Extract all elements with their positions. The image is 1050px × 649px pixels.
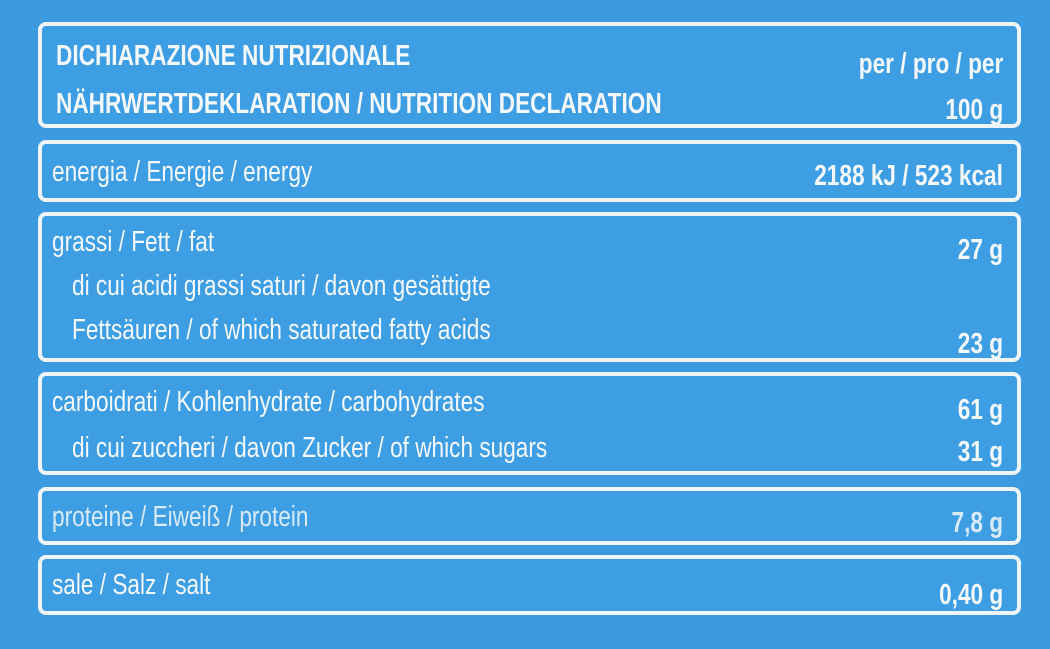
salt-box: sale / Salz / salt 0,40 g [38,555,1021,615]
protein-box: proteine / Eiweiß / protein 7,8 g [38,487,1021,545]
saturated-value: 23 g [957,328,1003,360]
fat-value: 27 g [957,234,1003,266]
per-line1: per / pro / per [858,48,1003,80]
carbs-box: carboidrati / Kohlenhydrate / carbohydra… [38,372,1021,475]
salt-label: sale / Salz / salt [52,569,211,601]
protein-value: 7,8 g [951,507,1003,539]
header-box: DICHIARAZIONE NUTRIZIONALE NÄHRWERTDEKLA… [38,22,1021,128]
energy-box: energia / Energie / energy 2188 kJ / 523… [38,140,1021,202]
saturated-label-line2: Fettsäuren / of which saturated fatty ac… [72,314,491,346]
saturated-label-line1: di cui acidi grassi saturi / davon gesät… [72,270,491,302]
energy-label: energia / Energie / energy [52,156,313,188]
energy-value: 2188 kJ / 523 kcal [814,160,1003,192]
per-line2: 100 g [945,94,1003,126]
carbs-label: carboidrati / Kohlenhydrate / carbohydra… [52,386,485,418]
title-line2: NÄHRWERTDEKLARATION / NUTRITION DECLARAT… [56,88,662,120]
protein-label: proteine / Eiweiß / protein [52,501,309,533]
salt-value: 0,40 g [938,579,1003,611]
sugars-label: di cui zuccheri / davon Zucker / of whic… [72,432,548,464]
carbs-value: 61 g [957,394,1003,426]
fat-label: grassi / Fett / fat [52,226,215,258]
fat-box: grassi / Fett / fat 27 g di cui acidi gr… [38,212,1021,362]
sugars-value: 31 g [957,436,1003,468]
title-line1: DICHIARAZIONE NUTRIZIONALE [56,40,411,72]
